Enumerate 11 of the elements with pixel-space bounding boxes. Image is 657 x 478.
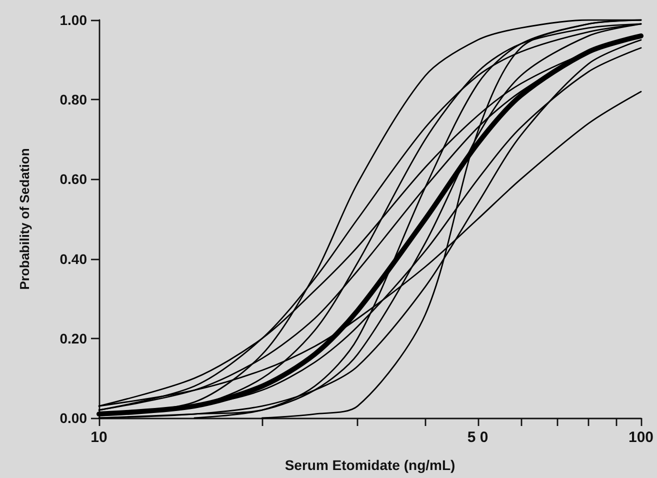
y-axis-title: Probability of Sedation xyxy=(17,148,32,290)
x-tick-label: 10 xyxy=(90,429,108,446)
x-tick-label: 100 xyxy=(628,429,654,446)
y-tick-label: 0.80 xyxy=(60,92,88,108)
y-tick-label: 0.20 xyxy=(60,330,88,346)
y-tick-label: 0.40 xyxy=(60,250,88,267)
x-tick-label: 5 0 xyxy=(467,429,488,446)
x-axis-title: Serum Etomidate (ng/mL) xyxy=(284,457,456,473)
y-tick-label: 0.60 xyxy=(60,171,88,188)
y-tick-label: 1.00 xyxy=(60,12,88,28)
y-tick-label: 0.00 xyxy=(60,410,88,426)
